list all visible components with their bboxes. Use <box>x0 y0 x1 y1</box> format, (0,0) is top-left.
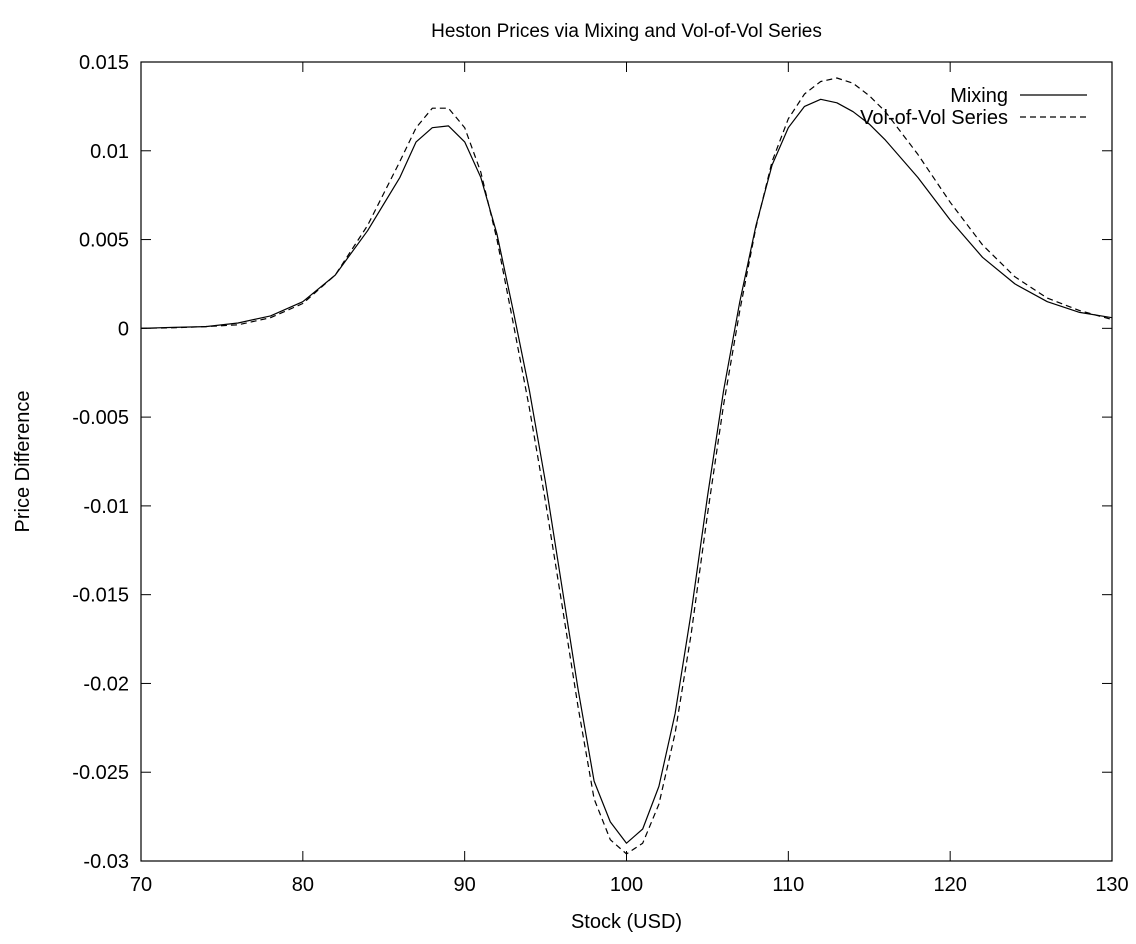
x-tick-label: 120 <box>933 874 966 896</box>
x-tick-label: 90 <box>454 874 476 896</box>
x-tick-label: 80 <box>292 874 314 896</box>
series-line-mixing <box>140 98 1113 844</box>
x-tick-label: 110 <box>772 874 804 896</box>
x-tick-label: 130 <box>1095 874 1128 896</box>
axis-ticks <box>140 61 1113 862</box>
x-tick-label: 70 <box>130 874 152 896</box>
y-tick-label: 0 <box>118 318 129 340</box>
y-tick-label: -0.025 <box>72 762 129 784</box>
legend-label: Mixing <box>950 85 1008 107</box>
y-tick-label: -0.015 <box>72 585 129 607</box>
tick-labels: 70 80 90 100 110 120 130 0.015 0.01 0.005 0 -0.005 -… <box>72 52 1128 896</box>
plot-frame <box>140 61 1113 862</box>
x-axis-label: Stock (USD) <box>571 911 682 933</box>
x-tick-label: 100 <box>610 874 643 896</box>
y-tick-label: 0.01 <box>90 141 129 163</box>
y-tick-label: 0.005 <box>79 230 129 252</box>
y-tick-label: 0.015 <box>79 52 129 74</box>
y-tick-label: -0.01 <box>83 496 129 518</box>
y-tick-label: -0.02 <box>83 673 129 695</box>
series-line-vol-of-vol-series <box>140 77 1113 855</box>
series-lines <box>140 77 1113 855</box>
chart-title: Heston Prices via Mixing and Vol-of-Vol … <box>431 21 822 42</box>
y-tick-label: -0.03 <box>83 851 129 873</box>
y-tick-label: -0.005 <box>72 407 129 429</box>
y-axis-label: Price Difference <box>12 391 34 533</box>
legend-label: Vol-of-Vol Series <box>860 107 1008 129</box>
